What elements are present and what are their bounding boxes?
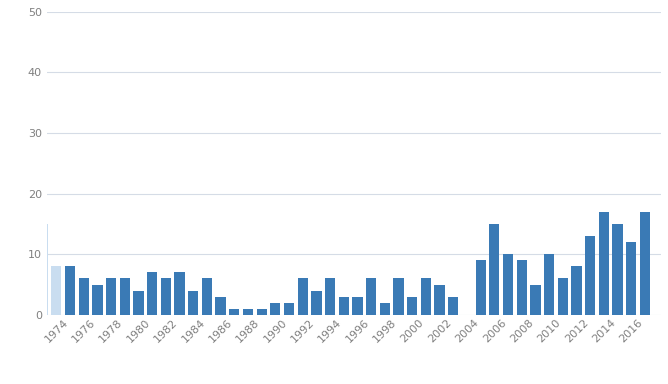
Bar: [421, 278, 431, 315]
Bar: [599, 212, 609, 315]
Bar: [297, 278, 308, 315]
Bar: [270, 303, 281, 315]
Bar: [366, 278, 376, 315]
Bar: [571, 266, 582, 315]
Bar: [626, 242, 637, 315]
Bar: [613, 224, 623, 315]
Bar: [257, 309, 267, 315]
Bar: [640, 212, 650, 315]
Bar: [476, 260, 486, 315]
Bar: [37, 224, 48, 315]
Bar: [243, 309, 253, 315]
Bar: [407, 297, 418, 315]
Bar: [434, 285, 445, 315]
Bar: [448, 297, 458, 315]
Bar: [339, 297, 349, 315]
Bar: [216, 297, 226, 315]
Bar: [229, 309, 239, 315]
Bar: [503, 254, 513, 315]
Bar: [325, 278, 335, 315]
Bar: [489, 224, 500, 315]
Bar: [134, 291, 144, 315]
Bar: [530, 285, 540, 315]
Bar: [188, 291, 198, 315]
Bar: [65, 266, 75, 315]
Bar: [379, 303, 390, 315]
Bar: [516, 260, 527, 315]
Bar: [106, 278, 116, 315]
Bar: [393, 278, 403, 315]
Bar: [79, 278, 89, 315]
Bar: [202, 278, 212, 315]
Bar: [120, 278, 130, 315]
Bar: [161, 278, 171, 315]
Bar: [92, 285, 102, 315]
Bar: [352, 297, 363, 315]
Bar: [544, 254, 554, 315]
Bar: [147, 272, 157, 315]
Bar: [51, 266, 61, 315]
Bar: [585, 236, 595, 315]
Bar: [174, 272, 184, 315]
Bar: [284, 303, 294, 315]
Bar: [311, 291, 321, 315]
Bar: [558, 278, 568, 315]
